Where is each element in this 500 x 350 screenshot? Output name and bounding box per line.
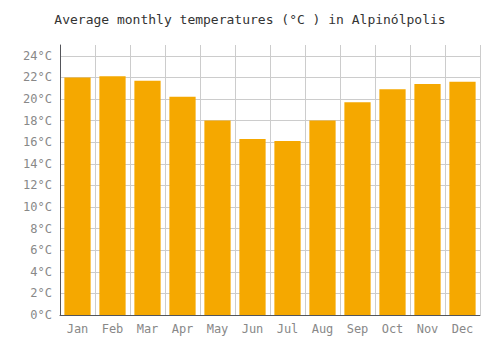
svg-text:Jun: Jun	[242, 322, 264, 336]
svg-text:Apr: Apr	[172, 322, 194, 336]
svg-text:2°C: 2°C	[30, 286, 52, 300]
svg-text:Nov: Nov	[417, 322, 439, 336]
svg-text:Mar: Mar	[137, 322, 159, 336]
svg-text:Oct: Oct	[382, 322, 404, 336]
svg-text:May: May	[207, 322, 229, 336]
svg-text:Jan: Jan	[67, 322, 89, 336]
svg-text:Feb: Feb	[102, 322, 124, 336]
svg-text:14°C: 14°C	[23, 157, 52, 171]
svg-text:12°C: 12°C	[23, 178, 52, 192]
svg-text:16°C: 16°C	[23, 135, 52, 149]
svg-text:0°C: 0°C	[30, 308, 52, 322]
svg-text:6°C: 6°C	[30, 243, 52, 257]
svg-text:20°C: 20°C	[23, 92, 52, 106]
svg-text:10°C: 10°C	[23, 200, 52, 214]
svg-text:8°C: 8°C	[30, 222, 52, 236]
svg-text:Jul: Jul	[277, 322, 299, 336]
svg-text:24°C: 24°C	[23, 49, 52, 63]
svg-text:4°C: 4°C	[30, 265, 52, 279]
svg-text:22°C: 22°C	[23, 70, 52, 84]
svg-text:Aug: Aug	[312, 322, 334, 336]
svg-text:18°C: 18°C	[23, 114, 52, 128]
svg-text:Average monthly temperatures (: Average monthly temperatures (°C ) in Al…	[54, 12, 445, 27]
svg-text:Sep: Sep	[347, 322, 369, 336]
svg-text:Dec: Dec	[452, 322, 474, 336]
